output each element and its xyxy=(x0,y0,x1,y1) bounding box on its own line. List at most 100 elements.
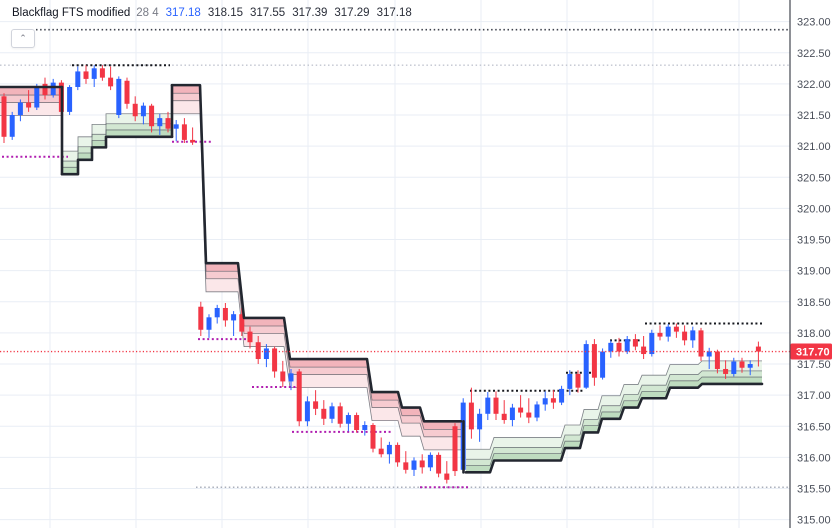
candle-down xyxy=(132,103,138,117)
candle-up xyxy=(173,124,179,129)
candle-down xyxy=(575,373,581,388)
candle-down xyxy=(755,346,761,352)
trailing-stop-line xyxy=(60,135,174,176)
candle-down xyxy=(550,398,556,403)
candle-down xyxy=(1,96,7,137)
candle-down xyxy=(149,105,155,127)
candle-up xyxy=(665,326,671,337)
price-axis-label: 320.50 xyxy=(797,172,831,184)
candle-down xyxy=(682,331,688,341)
candle-up xyxy=(411,460,417,470)
candle-down xyxy=(419,460,425,468)
candle-up xyxy=(34,86,40,108)
candle-down xyxy=(296,371,302,422)
candle-up xyxy=(485,397,491,414)
price-axis-label: 321.50 xyxy=(797,110,831,122)
price-axis-label: 319.00 xyxy=(797,266,831,278)
price-axis-label: 315.00 xyxy=(797,515,831,527)
candle-up xyxy=(362,425,368,430)
candle-down xyxy=(591,344,597,378)
price-axis-label: 317.50 xyxy=(797,359,831,371)
band-edge-line xyxy=(466,370,762,460)
price-axis-label: 315.50 xyxy=(797,484,831,496)
band-edge-line xyxy=(62,113,172,152)
candle-down xyxy=(337,406,343,424)
indicator-title[interactable]: Blackflag FTS modified xyxy=(12,7,131,19)
candle-down xyxy=(181,124,187,140)
candle-up xyxy=(600,351,606,378)
price-axis-label: 316.50 xyxy=(797,421,831,433)
candle-up xyxy=(608,342,614,352)
current-price-tag xyxy=(790,343,832,360)
candle-up xyxy=(386,444,392,455)
candle-down xyxy=(280,371,286,382)
candle-up xyxy=(304,401,310,422)
candle-down xyxy=(378,448,384,455)
candle-down xyxy=(395,444,401,463)
price-axis-label: 322.50 xyxy=(797,48,831,60)
indicator-legend: Blackflag FTS modified 28 4 317.18 318.15 31… xyxy=(12,6,412,20)
indicator-params: 28 4 xyxy=(136,7,159,19)
candle-up xyxy=(706,351,712,357)
candle-up xyxy=(231,314,237,321)
candle-up xyxy=(9,115,15,137)
legend-value: 317.39 xyxy=(292,7,328,19)
candle-up xyxy=(477,413,483,430)
legend-value: 317.55 xyxy=(250,7,286,19)
candle-down xyxy=(526,412,532,418)
candle-down xyxy=(42,83,48,96)
legend-value: 318.15 xyxy=(207,7,244,19)
trailing-stop-line xyxy=(170,83,463,423)
candle-up xyxy=(345,415,351,424)
stop-band-upper xyxy=(0,95,62,103)
band-edge-line xyxy=(172,92,461,430)
price-axis-label: 320.00 xyxy=(797,203,831,215)
candle-down xyxy=(354,415,360,430)
candle-down xyxy=(198,306,204,330)
candle-up xyxy=(542,398,548,405)
candle-up xyxy=(157,118,163,127)
candle-up xyxy=(747,364,753,368)
candle-down xyxy=(501,413,507,421)
candle-down xyxy=(468,402,474,430)
candle-down xyxy=(673,326,679,332)
candle-up xyxy=(140,105,146,117)
price-axis-label: 319.50 xyxy=(797,235,831,247)
candle-down xyxy=(313,401,319,409)
stop-band-upper xyxy=(172,93,461,437)
candle-down xyxy=(124,80,130,104)
candle-up xyxy=(427,454,433,468)
candle-down xyxy=(698,330,704,357)
candle-down xyxy=(321,408,327,419)
stop-band-lower xyxy=(62,123,172,168)
candle-up xyxy=(17,102,23,115)
collapse-indicator-button[interactable]: ⌃ xyxy=(11,29,35,48)
candle-up xyxy=(75,71,81,87)
candle-down xyxy=(493,397,499,414)
stop-band-upper xyxy=(0,102,62,116)
candle-down xyxy=(616,342,622,352)
trailing-stop-line xyxy=(464,382,764,474)
chevron-up-icon: ⌃ xyxy=(19,33,27,43)
price-axis-panel[interactable] xyxy=(790,0,832,528)
candle-up xyxy=(624,339,630,352)
candle-down xyxy=(657,332,663,337)
candle-down xyxy=(370,425,376,449)
band-edge-line xyxy=(172,113,461,451)
band-edge-line xyxy=(466,376,762,466)
candle-up xyxy=(91,68,97,79)
candle-up xyxy=(567,373,573,389)
candle-up xyxy=(559,388,565,403)
current-price-tag-text: 317.70 xyxy=(796,347,830,359)
candle-down xyxy=(403,462,409,470)
candle-up xyxy=(731,361,737,374)
candle-down xyxy=(444,473,450,480)
candle-up xyxy=(329,406,335,419)
candle-down xyxy=(108,77,114,87)
price-axis-label: 323.00 xyxy=(797,17,831,29)
price-axis-label: 316.00 xyxy=(797,452,831,464)
candle-down xyxy=(222,307,228,321)
candle-up xyxy=(50,82,56,96)
